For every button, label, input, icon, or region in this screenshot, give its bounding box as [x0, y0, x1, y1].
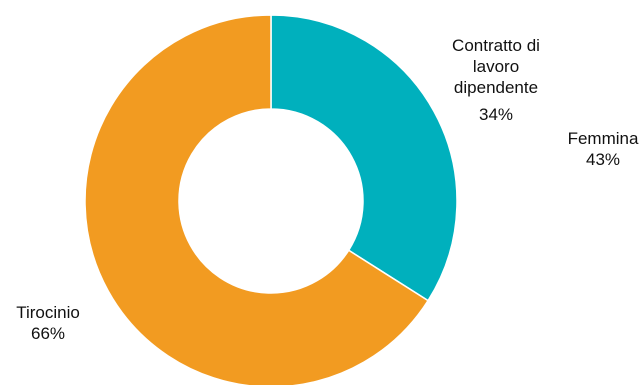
slice-tirocinio — [84, 14, 430, 388]
slice-contratto-di-lavoro-dipendente-label: Contratto di lavoro dipendente 34% — [452, 36, 540, 124]
annotation-femmina-label: Femmina 43% — [568, 129, 639, 169]
annotation-femmina-value-label: 43% — [586, 150, 620, 169]
slice-tirocinio-value-label: 66% — [31, 324, 65, 343]
slice-contratto-di-lavoro-dipendente-label-line: lavoro — [473, 57, 519, 76]
slice-contratto-di-lavoro-dipendente-label-line: dipendente — [454, 78, 538, 97]
slice-tirocinio-label: Tirocinio 66% — [16, 303, 80, 343]
annotation-femmina-label-line: Femmina — [568, 129, 639, 148]
slice-contratto-di-lavoro-dipendente-label-line: Contratto di — [452, 36, 540, 55]
slice-tirocinio-label-line: Tirocinio — [16, 303, 80, 322]
slice-contratto-di-lavoro-dipendente-value-label: 34% — [479, 105, 513, 124]
slice-contratto-di-lavoro-dipendente — [270, 14, 458, 302]
